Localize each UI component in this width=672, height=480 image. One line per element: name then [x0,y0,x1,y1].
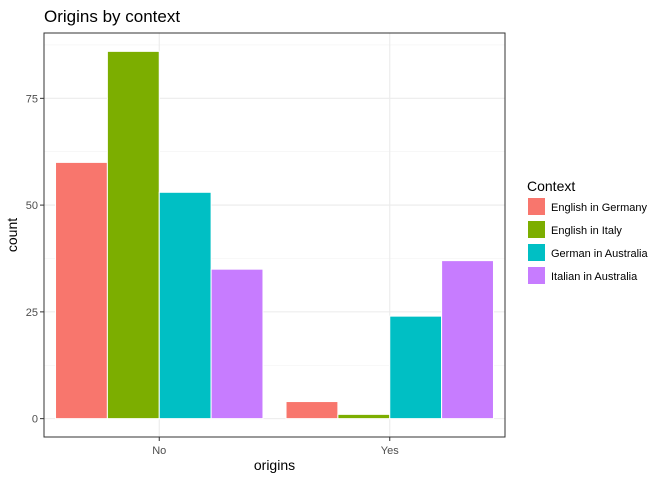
legend-key [528,267,545,284]
bar [55,161,108,420]
bar [337,413,391,420]
bar [441,260,494,420]
plot-border [43,32,506,438]
x-tick-label: Yes [381,445,399,457]
legend-key [528,221,545,238]
y-axis: 0 25 50 75 [26,93,44,426]
legend-label: Italian in Australia [551,271,638,283]
bar [158,191,212,420]
legend-key [528,198,545,215]
legend: Context English in Germany English in Ita… [527,178,648,284]
legend-label: German in Australia [551,248,648,260]
x-tick-label: No [152,445,166,457]
bars [55,50,494,420]
bar [210,268,264,420]
bar [389,315,443,420]
chart-title: Origins by context [44,7,180,26]
legend-label: English in Italy [551,225,622,237]
x-axis: No Yes [152,437,399,457]
legend-label: English in Germany [551,202,647,214]
y-tick-label: 0 [32,414,38,426]
y-tick-label: 25 [26,307,38,319]
y-tick-label: 50 [26,200,38,212]
y-axis-title: count [4,218,20,252]
bar [285,401,339,420]
legend-title: Context [527,178,575,194]
legend-items: English in Germany English in Italy German… [528,198,648,284]
legend-key [528,244,545,261]
plot-panel [43,32,506,438]
y-tick-label: 75 [26,93,38,105]
bar [106,50,160,420]
x-axis-title: origins [254,457,295,473]
